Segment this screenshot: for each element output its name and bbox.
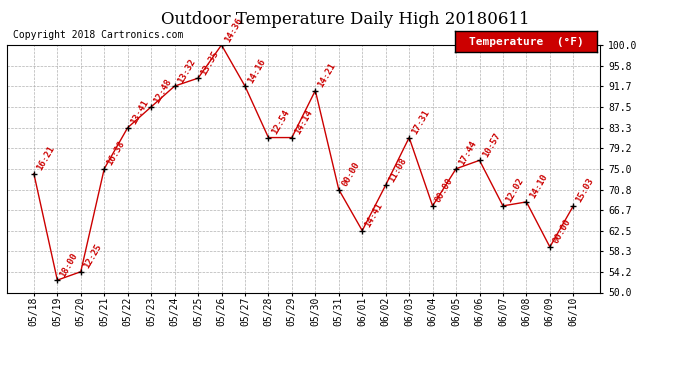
Text: 12:54: 12:54: [270, 108, 290, 136]
Text: 12:02: 12:02: [504, 177, 525, 204]
Text: 14:36: 14:36: [223, 16, 244, 44]
Text: 14:14: 14:14: [293, 108, 314, 136]
Text: 13:32: 13:32: [176, 57, 197, 85]
Text: 00:00: 00:00: [551, 218, 572, 246]
Text: 14:41: 14:41: [364, 201, 384, 229]
Text: Copyright 2018 Cartronics.com: Copyright 2018 Cartronics.com: [13, 30, 184, 40]
Text: 15:03: 15:03: [575, 177, 595, 204]
Text: 16:38: 16:38: [106, 140, 127, 167]
Text: 10:57: 10:57: [481, 131, 502, 159]
Text: 17:44: 17:44: [457, 140, 478, 167]
Text: 12:25: 12:25: [82, 243, 104, 270]
Text: 12:48: 12:48: [152, 78, 174, 105]
Text: 00:00: 00:00: [434, 177, 455, 204]
Text: 14:21: 14:21: [317, 61, 337, 89]
Text: 16:21: 16:21: [35, 144, 57, 172]
Text: 13:41: 13:41: [129, 98, 150, 126]
Text: 14:10: 14:10: [528, 172, 549, 200]
Text: 00:00: 00:00: [340, 160, 361, 188]
Text: 11:08: 11:08: [387, 156, 408, 184]
Text: 17:31: 17:31: [411, 108, 431, 136]
Text: 13:35: 13:35: [199, 49, 221, 76]
Text: 14:16: 14:16: [246, 57, 267, 85]
Text: 18:00: 18:00: [59, 251, 80, 279]
Text: Outdoor Temperature Daily High 20180611: Outdoor Temperature Daily High 20180611: [161, 11, 529, 28]
